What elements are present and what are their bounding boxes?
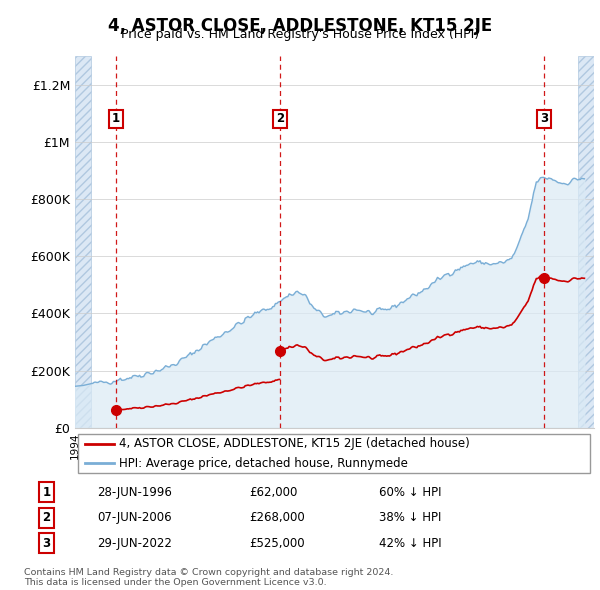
- Text: 2: 2: [43, 511, 50, 525]
- Text: £62,000: £62,000: [250, 486, 298, 499]
- Bar: [75, 56, 91, 428]
- Text: Price paid vs. HM Land Registry's House Price Index (HPI): Price paid vs. HM Land Registry's House …: [121, 28, 479, 41]
- Text: 4, ASTOR CLOSE, ADDLESTONE, KT15 2JE (detached house): 4, ASTOR CLOSE, ADDLESTONE, KT15 2JE (de…: [119, 437, 470, 450]
- Text: This data is licensed under the Open Government Licence v3.0.: This data is licensed under the Open Gov…: [24, 578, 326, 587]
- Text: 3: 3: [43, 537, 50, 550]
- Text: £268,000: £268,000: [250, 511, 305, 525]
- Text: 1: 1: [112, 113, 120, 126]
- Text: 29-JUN-2022: 29-JUN-2022: [97, 537, 172, 550]
- Bar: [578, 56, 594, 428]
- Text: £525,000: £525,000: [250, 537, 305, 550]
- Text: HPI: Average price, detached house, Runnymede: HPI: Average price, detached house, Runn…: [119, 457, 408, 470]
- Text: Contains HM Land Registry data © Crown copyright and database right 2024.: Contains HM Land Registry data © Crown c…: [24, 568, 394, 576]
- FancyBboxPatch shape: [77, 434, 590, 473]
- Text: 2: 2: [276, 113, 284, 126]
- Text: 38% ↓ HPI: 38% ↓ HPI: [379, 511, 442, 525]
- Text: 3: 3: [541, 113, 548, 126]
- Text: 07-JUN-2006: 07-JUN-2006: [97, 511, 172, 525]
- Text: 4, ASTOR CLOSE, ADDLESTONE, KT15 2JE: 4, ASTOR CLOSE, ADDLESTONE, KT15 2JE: [108, 17, 492, 35]
- Text: 60% ↓ HPI: 60% ↓ HPI: [379, 486, 442, 499]
- Text: 1: 1: [43, 486, 50, 499]
- Text: 42% ↓ HPI: 42% ↓ HPI: [379, 537, 442, 550]
- Text: 28-JUN-1996: 28-JUN-1996: [97, 486, 172, 499]
